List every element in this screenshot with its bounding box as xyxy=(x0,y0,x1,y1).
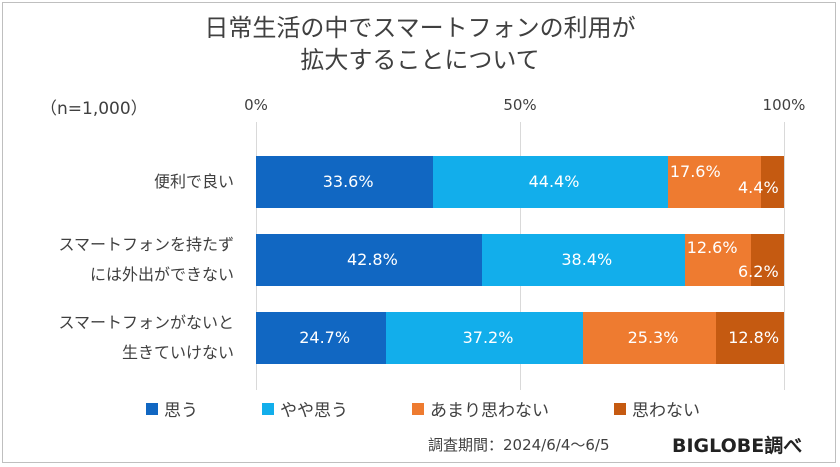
legend-label: やや思う xyxy=(280,401,348,421)
chart-title-line-2: 拡大することについて xyxy=(300,46,540,74)
data-label: 25.3% xyxy=(627,328,679,347)
data-label: 37.2% xyxy=(462,328,514,347)
legend-label: あまり思わない xyxy=(430,401,549,421)
survey-period: 調査期間：2024/6/4〜6/5 xyxy=(428,436,610,454)
data-label: 12.8% xyxy=(728,328,780,347)
data-label: 17.6% xyxy=(669,162,721,181)
category-label-line: 生きていけない xyxy=(121,343,234,362)
bar-segment xyxy=(582,312,717,364)
bar-segment xyxy=(433,156,668,208)
legend-swatch xyxy=(262,402,274,415)
legend-swatch xyxy=(412,402,424,415)
bar-segment xyxy=(481,234,685,286)
bar-segment xyxy=(684,234,752,286)
legend-item: 思わない xyxy=(614,396,700,421)
legend-swatch xyxy=(614,402,626,415)
bar-segment xyxy=(760,156,784,208)
bar-row: 24.7% 37.2% 25.3% 12.8% xyxy=(256,312,784,364)
data-label: 12.6% xyxy=(686,238,738,257)
chart-title-line-1: 日常生活の中でスマートフォンの利用が xyxy=(204,14,636,42)
data-label: 4.4% xyxy=(738,178,779,197)
bar-segment xyxy=(256,156,434,208)
data-label: 42.8% xyxy=(346,250,398,269)
category-label-line: スマートフォンを持たず xyxy=(58,235,234,254)
legend-item: やや思う xyxy=(262,396,348,421)
category-label-line: 便利で良い xyxy=(153,172,234,191)
data-label: 6.2% xyxy=(738,262,779,281)
x-tick-label: 0% xyxy=(244,96,268,114)
category-label-line: には外出ができない xyxy=(89,265,234,284)
chart-title: 日常生活の中でスマートフォンの利用が 拡大することについて xyxy=(0,12,840,76)
data-label: 24.7% xyxy=(299,328,351,347)
legend-item: あまり思わない xyxy=(412,396,549,421)
category-label: 便利で良い xyxy=(154,167,234,197)
data-label: 44.4% xyxy=(528,172,580,191)
brand-credit: BIGLOBE調べ xyxy=(672,435,803,457)
bar-segment xyxy=(667,156,761,208)
x-tick-label: 50% xyxy=(503,96,537,114)
legend-item: 思う xyxy=(146,396,198,421)
bar-row: 33.6% 44.4% 17.6% 4.4% xyxy=(256,156,784,208)
bar-segment xyxy=(716,312,784,364)
category-label: スマートフォンがないと生きていけない xyxy=(58,308,234,368)
sample-size-note: （n=1,000） xyxy=(40,99,148,119)
data-label: 38.4% xyxy=(561,250,613,269)
bar-segment xyxy=(256,234,482,286)
legend-label: 思う xyxy=(164,401,198,421)
bar-segment xyxy=(751,234,784,286)
gridline xyxy=(784,122,785,390)
data-label: 33.6% xyxy=(322,172,374,191)
category-label-line: スマートフォンがないと xyxy=(58,313,234,332)
bar-segment xyxy=(386,312,583,364)
category-label: スマートフォンを持たずには外出ができない xyxy=(58,230,234,290)
bar-segment xyxy=(256,312,387,364)
legend-label: 思わない xyxy=(632,401,700,421)
bar-row: 42.8% 38.4% 12.6% 6.2% xyxy=(256,234,784,286)
legend-swatch xyxy=(146,402,158,415)
x-tick-label: 100% xyxy=(762,96,806,114)
